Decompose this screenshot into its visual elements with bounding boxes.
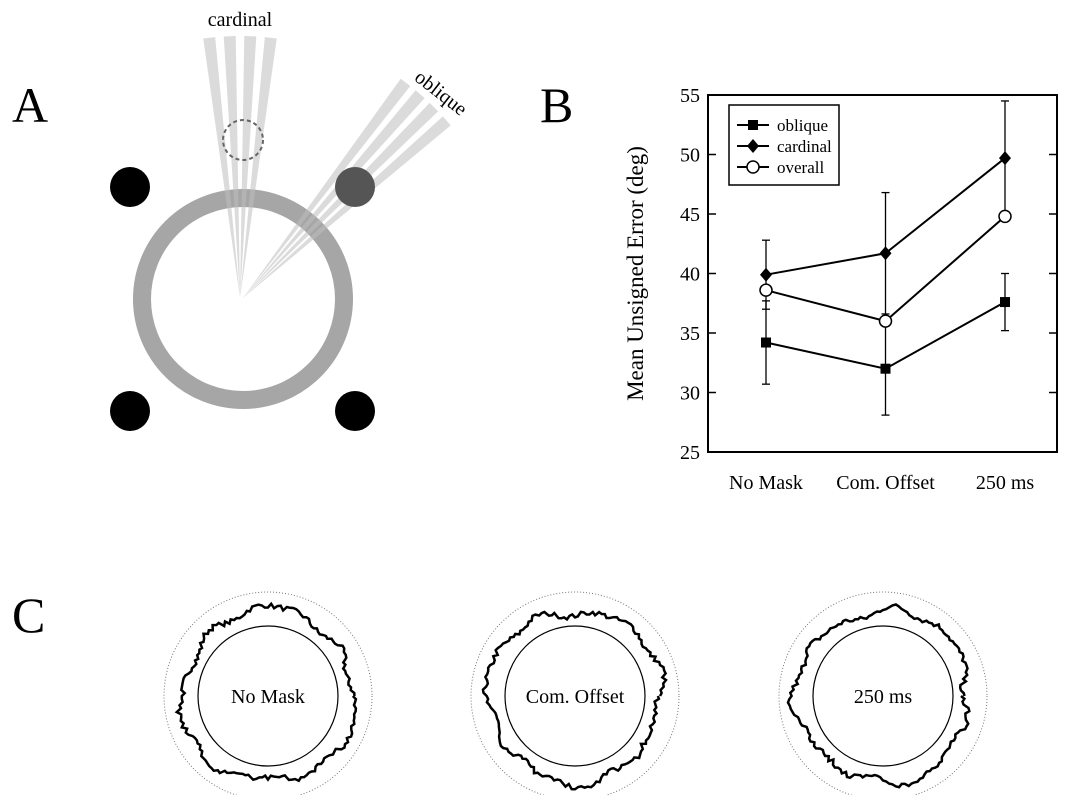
condition-label: No Mask	[231, 686, 305, 708]
marker	[760, 267, 772, 282]
x-tick-label: No Mask	[729, 472, 803, 494]
error-distribution	[481, 610, 668, 791]
fan-strip	[223, 35, 240, 299]
inner-circle	[197, 625, 339, 767]
y-tick-label: 30	[680, 383, 700, 405]
legend-label: overall	[777, 158, 824, 177]
y-tick-label: 45	[680, 204, 700, 226]
fan-strip	[240, 35, 257, 299]
dot	[110, 167, 150, 207]
outer-circle	[163, 591, 373, 800]
fan-label: cardinal	[208, 9, 273, 31]
marker	[759, 283, 773, 297]
inner-circle	[504, 625, 646, 767]
dot	[335, 391, 375, 431]
y-tick-label: 25	[680, 442, 700, 464]
marker	[879, 246, 892, 261]
dot	[110, 391, 150, 431]
panel-letter: B	[540, 77, 573, 133]
marker	[747, 139, 759, 153]
condition-label: Com. Offset	[526, 686, 625, 708]
y-tick-label: 35	[680, 323, 700, 345]
legend-label: oblique	[777, 116, 828, 135]
inner-circle	[812, 625, 954, 767]
dashed-circle	[222, 119, 264, 161]
outer-circle	[470, 591, 680, 800]
panel-letter: A	[12, 77, 48, 133]
marker	[761, 337, 771, 348]
fan-strip	[243, 116, 451, 298]
marker	[748, 120, 758, 130]
fan-strip	[243, 90, 425, 299]
target-dot	[335, 167, 375, 207]
error-distribution	[174, 601, 358, 783]
panel-a: cardinal oblique	[110, 9, 471, 431]
y-tick-label: 40	[680, 264, 700, 286]
marker	[880, 363, 891, 374]
y-tick-label: 50	[680, 145, 700, 167]
fan-strip	[203, 37, 240, 298]
fan-label: oblique	[410, 66, 471, 120]
panel-letter: C	[12, 587, 45, 643]
marker	[998, 209, 1012, 224]
marker	[878, 314, 893, 328]
marker	[999, 151, 1011, 166]
fan-strip	[243, 78, 411, 298]
fan-strip	[240, 37, 277, 298]
outer-circle	[778, 591, 988, 800]
x-tick-label: 250 ms	[976, 472, 1035, 494]
error-distribution	[786, 603, 971, 789]
x-tick-label: Com. Offset	[836, 472, 935, 494]
marker	[1000, 297, 1010, 308]
y-axis-label: Mean Unsigned Error (deg)	[623, 146, 648, 401]
marker	[746, 160, 760, 174]
legend-label: cardinal	[777, 137, 832, 156]
condition-label: 250 ms	[854, 686, 913, 708]
y-tick-label: 55	[680, 85, 700, 107]
